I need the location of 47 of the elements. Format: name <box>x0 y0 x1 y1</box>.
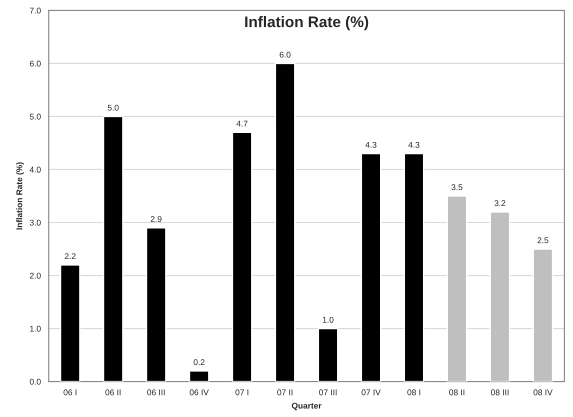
data-label: 4.3 <box>408 142 420 148</box>
y-tick-label: 0.0 <box>30 378 41 385</box>
bar <box>102 116 124 382</box>
y-tick-label: 7.0 <box>30 8 41 14</box>
x-tick-label: 07 II <box>277 389 292 396</box>
x-tick-label: 08 IV <box>534 389 553 396</box>
bar <box>274 62 296 382</box>
data-label: 3.2 <box>494 200 506 206</box>
data-label: 0.2 <box>194 359 204 366</box>
bar <box>360 152 382 382</box>
x-tick-label: 07 IV <box>362 389 381 396</box>
data-label: 1.0 <box>322 316 334 323</box>
bar <box>446 195 468 382</box>
data-label: 4.7 <box>236 120 248 126</box>
data-label: 2.2 <box>64 253 76 260</box>
bar <box>490 211 510 382</box>
data-label: 2.5 <box>538 237 548 244</box>
bar <box>404 152 424 382</box>
data-label: 3.5 <box>451 184 462 190</box>
y-tick-label: 2.0 <box>30 272 41 279</box>
x-tick-label: 07 I <box>235 389 248 396</box>
bar <box>146 227 167 382</box>
chart-title: Inflation Rate (%) <box>245 16 368 30</box>
data-label: 2.9 <box>150 216 162 222</box>
y-tick-label: 6.0 <box>30 60 41 67</box>
y-tick-label: 4.0 <box>30 166 41 173</box>
x-tick-label: 08 I <box>407 389 420 396</box>
x-axis-title: Quarter <box>292 402 322 410</box>
bar <box>232 132 252 382</box>
bar <box>532 248 554 382</box>
bar <box>318 328 338 382</box>
x-tick-label: 06 I <box>64 389 76 396</box>
x-tick-label: 06 IV <box>190 389 209 396</box>
data-label: 6.0 <box>280 52 291 58</box>
data-label: 5.0 <box>108 104 119 111</box>
x-tick-label: 07 III <box>319 389 337 396</box>
y-tick-label: 5.0 <box>30 114 41 120</box>
x-tick-label: 08 III <box>491 389 508 396</box>
y-axis-title: Inflation Rate (%) <box>16 162 24 230</box>
y-tick-label: 1.0 <box>30 326 41 332</box>
bar <box>188 370 210 382</box>
bar <box>60 264 81 382</box>
x-tick-label: 06 II <box>105 389 121 396</box>
data-label: 4.3 <box>365 142 376 148</box>
y-tick-label: 3.0 <box>30 220 41 226</box>
x-tick-label: 08 II <box>449 389 464 396</box>
x-tick-label: 06 III <box>147 389 165 396</box>
